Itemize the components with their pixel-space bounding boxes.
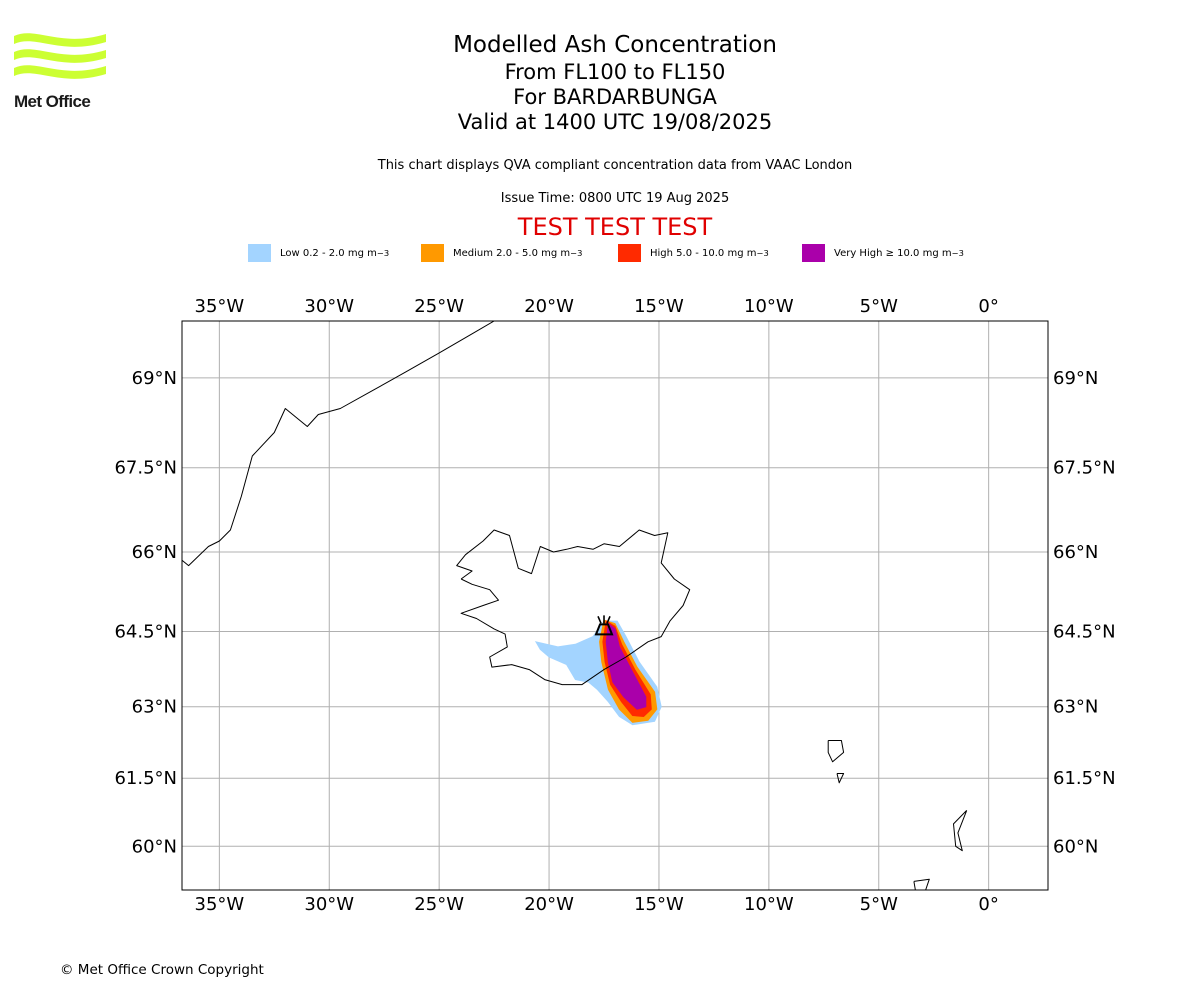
lon-tick-label: 10°W <box>744 894 794 915</box>
copyright: © Met Office Crown Copyright <box>60 962 264 978</box>
lat-tick-label: 61.5°N <box>1053 768 1116 789</box>
lat-tick-label: 63°N <box>1053 697 1098 718</box>
lat-tick-label: 60°N <box>1053 836 1098 857</box>
volcano-cone <box>594 623 614 636</box>
tick-labels: 35°W 35°W 30°W 30°W 25°W 25°W 20°W 20°W 15°W 15°W… <box>114 296 1115 915</box>
map-background <box>182 321 1048 890</box>
lon-tick-label: 15°W <box>634 296 684 317</box>
lon-tick-label: 20°W <box>524 296 574 317</box>
flight-levels: From FL100 to FL150 <box>504 60 726 84</box>
coastline <box>827 740 845 763</box>
legend-label-medium: Medium 2.0 - 5.0 mg m <box>453 247 571 259</box>
lon-tick-label: 30°W <box>304 296 354 317</box>
lat-tick-label: 67.5°N <box>114 458 177 479</box>
lon-tick-label: 0° <box>978 894 998 915</box>
lat-tick-label: 61.5°N <box>114 768 177 789</box>
legend-item-medium: Medium 2.0 - 5.0 mg m −3 <box>421 244 582 262</box>
lat-tick-label: 60°N <box>132 836 177 857</box>
lat-tick-label: 69°N <box>132 368 177 389</box>
coastline <box>836 773 845 784</box>
lat-tick-label: 67.5°N <box>1053 458 1116 479</box>
legend-swatch-very-high <box>802 244 825 262</box>
coastline <box>953 810 968 852</box>
test-banner: TEST TEST TEST <box>517 213 713 241</box>
met-office-wave-logo <box>14 33 106 79</box>
lat-tick-label: 63°N <box>132 697 177 718</box>
chart-title: Modelled Ash Concentration <box>453 32 777 58</box>
lon-tick-label: 35°W <box>195 894 245 915</box>
legend-swatch-high <box>618 244 641 262</box>
legend-label-low: Low 0.2 - 2.0 mg m <box>280 247 377 259</box>
legend-exp-very-high: −3 <box>951 248 964 258</box>
legend-swatch-medium <box>421 244 444 262</box>
lat-tick-label: 64.5°N <box>1053 621 1116 642</box>
lon-tick-label: 30°W <box>304 894 354 915</box>
ash-area-very-high <box>605 622 647 710</box>
lat-tick-label: 64.5°N <box>114 621 177 642</box>
chart-titles: Modelled Ash Concentration From FL100 to… <box>0 30 1200 135</box>
volcano-plume <box>597 615 611 624</box>
coastline <box>182 321 495 567</box>
lat-tick-label: 66°N <box>1053 542 1098 563</box>
lat-tick-label: 69°N <box>1053 368 1098 389</box>
volcano-icon <box>594 615 614 636</box>
lon-tick-label: 25°W <box>414 894 464 915</box>
legend-item-high: High 5.0 - 10.0 mg m −3 <box>618 244 769 262</box>
legend-label-high: High 5.0 - 10.0 mg m <box>650 247 757 259</box>
lon-tick-label: 5°W <box>860 296 898 317</box>
legend-swatch-low <box>248 244 271 262</box>
lon-tick-label: 25°W <box>414 296 464 317</box>
coastline <box>913 878 930 890</box>
legend-item-low: Low 0.2 - 2.0 mg m −3 <box>248 244 389 262</box>
map-frame <box>181 320 1049 891</box>
lon-tick-label: 5°W <box>860 894 898 915</box>
legend-exp-low: −3 <box>376 248 390 258</box>
gridlines <box>182 321 1048 890</box>
legend-label-very-high: Very High ≥ 10.0 mg m <box>834 247 952 259</box>
logo-text: Met Office <box>14 92 91 111</box>
met-office-logo: Met Office <box>14 30 106 112</box>
issue-time: Issue Time: 0800 UTC 19 Aug 2025 <box>500 191 730 206</box>
lon-tick-label: 0° <box>978 296 998 317</box>
lon-tick-label: 15°W <box>634 894 684 915</box>
lon-tick-label: 10°W <box>744 296 794 317</box>
coastlines <box>182 321 968 890</box>
coastline <box>456 529 691 686</box>
valid-time: Valid at 1400 UTC 19/08/2025 <box>457 110 773 134</box>
description-note: This chart displays QVA compliant concen… <box>377 158 853 173</box>
lon-tick-label: 20°W <box>524 894 574 915</box>
legend-exp-medium: −3 <box>570 248 583 258</box>
volcano-name: For BARDARBUNGA <box>513 85 717 109</box>
legend-item-very-high: Very High ≥ 10.0 mg m −3 <box>802 244 964 262</box>
legend-exp-high: −3 <box>756 248 769 258</box>
lat-tick-label: 66°N <box>132 542 177 563</box>
lon-tick-label: 35°W <box>195 296 245 317</box>
